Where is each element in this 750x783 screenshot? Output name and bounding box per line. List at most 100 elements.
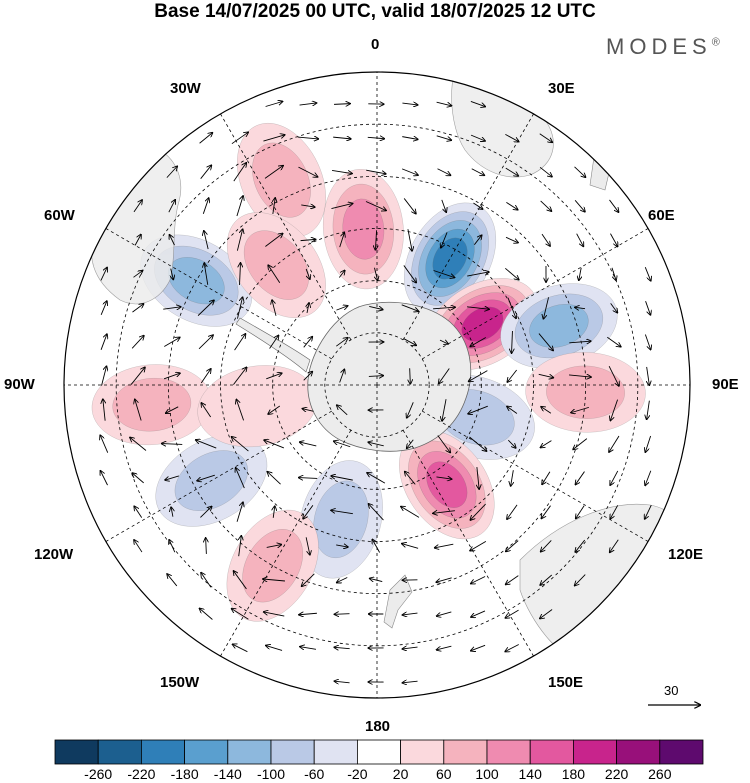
wind-arrow (134, 235, 141, 246)
wind-arrow (200, 165, 212, 179)
wind-arrow (541, 407, 552, 414)
meridian (105, 228, 333, 360)
wind-arrow (468, 405, 488, 414)
wind-arrow (433, 307, 455, 309)
wind-arrow (166, 166, 177, 178)
wind-arrow (368, 442, 384, 447)
meridian (105, 410, 333, 542)
wind-arrow (608, 365, 619, 386)
wind-arrow (264, 166, 283, 179)
wind-arrow (375, 230, 376, 250)
label-lon-30w: 30W (170, 80, 201, 97)
wind-arrow (402, 647, 418, 649)
wind-arrow (505, 644, 519, 652)
wind-arrow (574, 166, 586, 177)
wind-arrow (198, 335, 213, 350)
wind-arrow (268, 265, 281, 283)
colorbar-swatch (270, 739, 315, 765)
label-lon-150w: 150W (160, 674, 200, 691)
wind-arrow (477, 467, 479, 489)
wind-arrow (374, 267, 377, 281)
wind-arrow (541, 505, 551, 519)
wind-arrow (134, 506, 143, 518)
wind-arrow (336, 306, 347, 311)
wind-arrow (401, 168, 418, 175)
wind-arrow (204, 231, 209, 250)
colorbar-tick-label: -100 (256, 766, 286, 782)
wind-arrow (435, 543, 454, 548)
latitude-circle (167, 175, 587, 595)
wind-arrow (201, 403, 212, 418)
wind-arrow (610, 470, 619, 485)
wind-arrow (299, 103, 317, 105)
wind-arrow (100, 334, 107, 350)
wind-arrow (305, 268, 310, 279)
wind-arrow (471, 610, 486, 617)
colorbar-swatch (659, 739, 704, 765)
wind-arrow (164, 337, 179, 347)
wind-arrow (437, 611, 452, 616)
label-lon-90w: 90W (4, 376, 35, 393)
wind-arrow (441, 199, 446, 212)
wind-arrow (471, 576, 486, 583)
wind-vectors (100, 101, 651, 682)
wind-arrow (647, 366, 650, 385)
wind-arrow (402, 137, 417, 140)
wind-arrow (505, 236, 518, 242)
wind-arrow (506, 540, 519, 552)
colorbar-swatch (184, 739, 229, 765)
wind-arrow (269, 336, 279, 349)
wind-arrow (575, 574, 586, 586)
wind-arrow (366, 169, 386, 174)
wind-arrow (507, 504, 518, 519)
wind-arrow (163, 307, 181, 309)
wind-arrow (540, 200, 552, 211)
wind-arrow (234, 334, 246, 351)
wind-arrow (579, 267, 581, 280)
wind-arrow (331, 510, 353, 515)
wind-arrow (197, 474, 215, 481)
colorbar-swatch (54, 739, 99, 765)
south-america (91, 149, 182, 305)
wind-arrow (200, 507, 211, 518)
wind-arrow (407, 402, 414, 417)
label-lon-0: 0 (371, 36, 380, 53)
anomaly-cell (91, 364, 212, 446)
wind-arrow (402, 681, 418, 683)
colorbar-tick-label: 180 (561, 766, 586, 782)
wind-arrow (441, 232, 448, 247)
latitude-circle (324, 332, 430, 438)
wind-arrow (405, 472, 416, 485)
wind-arrow (647, 400, 650, 420)
wind-arrow (201, 573, 212, 588)
wind-arrow (231, 132, 248, 145)
wind-arrow (266, 373, 281, 380)
wind-arrow (439, 340, 448, 344)
wind-arrow (302, 573, 315, 586)
wind-arrow (130, 437, 147, 451)
wind-arrow (436, 477, 451, 479)
wind-arrow (302, 409, 314, 412)
wind-arrow (206, 538, 207, 554)
wind-arrow (644, 267, 650, 281)
wind-arrow (331, 476, 353, 481)
wind-arrow (263, 579, 285, 581)
wind-arrow (337, 577, 348, 582)
meridian (402, 113, 534, 341)
wind-arrow (336, 545, 348, 547)
wind-arrow (196, 440, 217, 449)
anomaly-cell (399, 430, 495, 540)
wind-arrow (538, 373, 554, 377)
anomaly-contour (243, 230, 309, 300)
wind-arrow (334, 647, 350, 648)
wind-arrow (264, 612, 285, 617)
antarctic-peninsula (235, 317, 311, 373)
wind-arrow (576, 233, 584, 247)
wind-arrow (467, 307, 489, 309)
colorbar-swatch (227, 739, 272, 765)
wind-arrow (645, 504, 652, 519)
wind-arrow (334, 104, 350, 105)
wind-arrow (234, 571, 247, 590)
wind-arrow (336, 338, 347, 347)
wind-arrow (539, 166, 552, 176)
